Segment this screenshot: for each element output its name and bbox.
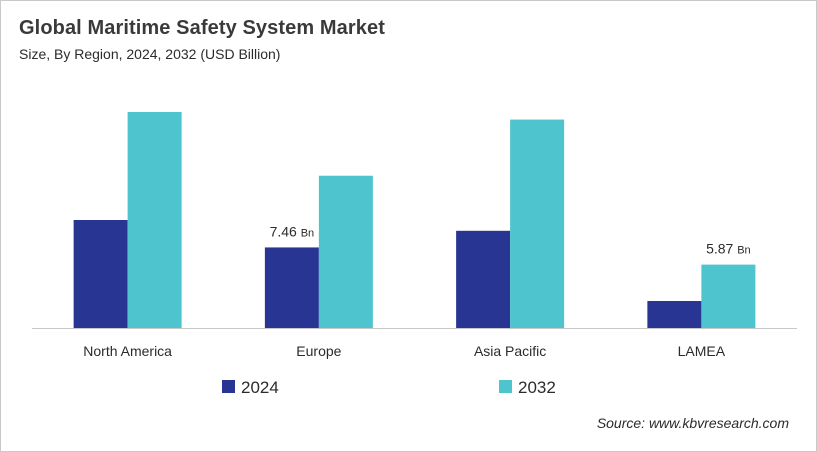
- x-tick-label: LAMEA: [678, 343, 726, 359]
- x-tick-label: North America: [83, 343, 172, 359]
- x-tick-label: Europe: [296, 343, 341, 359]
- bar-2024-lamea: [647, 301, 702, 328]
- bar-2024-asia-pacific: [456, 230, 511, 328]
- chart-subtitle: Size, By Region, 2024, 2032 (USD Billion…: [19, 46, 281, 62]
- bar-2032-europe: [318, 175, 373, 328]
- legend-swatch-2032: [499, 380, 512, 393]
- source-note: Source: www.kbvresearch.com: [596, 415, 789, 431]
- legend-label-2024: 2024: [241, 378, 279, 397]
- bar-2024-north-america: [73, 220, 128, 328]
- x-tick-label: Asia Pacific: [474, 343, 546, 359]
- data-label: 7.46 Bn: [270, 223, 315, 239]
- chart-title: Global Maritime Safety System Market: [19, 17, 385, 39]
- legend-swatch-2024: [222, 380, 235, 393]
- bar-2032-north-america: [127, 112, 182, 328]
- data-label: 5.87 Bn: [706, 241, 751, 257]
- legend-label-2032: 2032: [518, 378, 556, 397]
- bar-2032-lamea: [701, 264, 756, 328]
- bar-2032-asia-pacific: [510, 119, 565, 328]
- bar-2024-europe: [264, 247, 319, 328]
